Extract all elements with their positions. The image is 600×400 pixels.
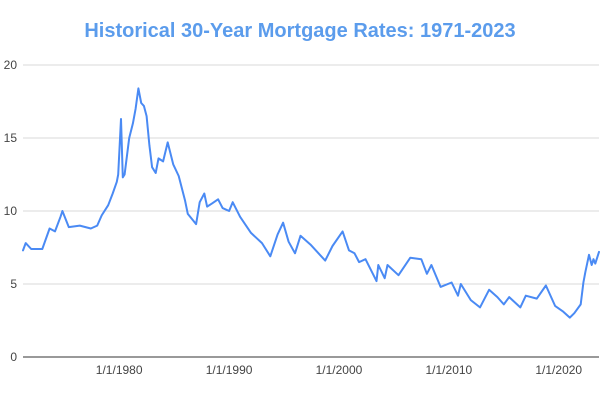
x-tick-label: 1/1/2010 [426,363,473,377]
chart-title: Historical 30-Year Mortgage Rates: 1971-… [84,20,516,42]
gridlines [23,64,599,285]
x-tick-label: 1/1/1980 [96,363,143,377]
y-tick-label: 15 [4,131,18,145]
x-tick-label: 1/1/2000 [316,363,363,377]
series-line [22,87,600,319]
y-tick-label: 10 [4,204,18,218]
series-layer [22,87,600,319]
y-tick-label: 20 [4,58,18,72]
x-tick-label: 1/1/2020 [535,363,582,377]
x-tick-label: 1/1/1990 [206,363,253,377]
y-tick-label: 0 [10,350,17,364]
tick-labels: 0 5 10 15 20 1/1/1980 1/1/1990 1/1/2000 1/1/2010… [4,58,583,377]
y-tick-label: 5 [10,277,17,291]
